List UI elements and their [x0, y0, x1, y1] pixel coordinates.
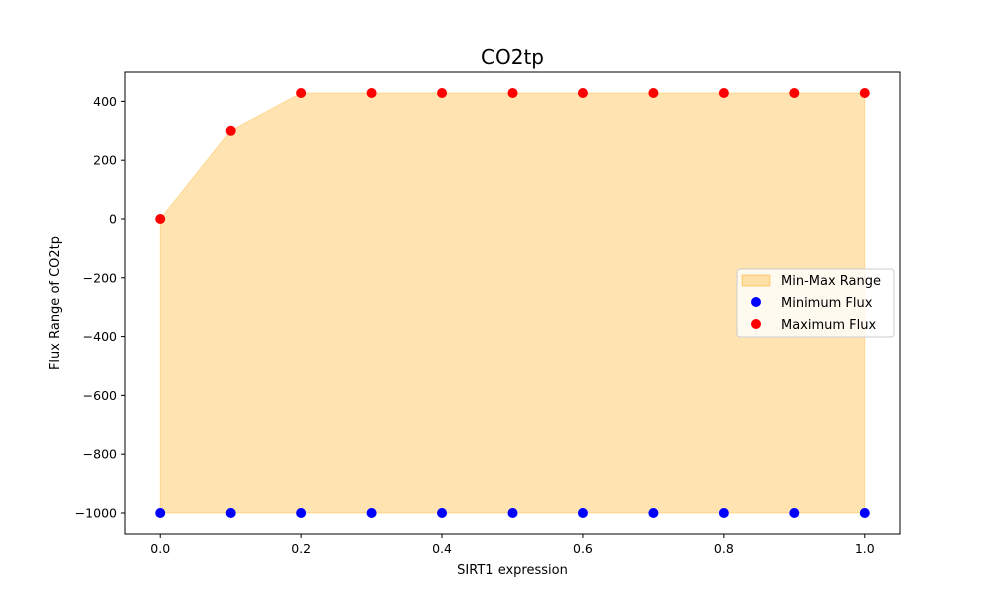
maximum-flux-series [155, 87, 870, 224]
maximum-flux-point [859, 87, 870, 98]
legend: Min-Max Range Minimum Flux Maximum Flux [736, 268, 895, 338]
y-tick-label: −800 [83, 447, 117, 462]
minimum-flux-point [789, 507, 800, 518]
y-tick-label: 400 [93, 94, 117, 109]
x-axis: 0.0 0.2 0.4 0.6 0.8 1.0 [150, 534, 875, 556]
legend-label-min-max-range: Min-Max Range [781, 274, 881, 289]
minimum-flux-point [507, 507, 518, 518]
y-axis: −1000 −800 −600 −400 −200 0 200 400 [75, 94, 125, 520]
minimum-flux-point [296, 507, 307, 518]
maximum-flux-point [155, 213, 166, 224]
x-tick-label: 0.0 [150, 541, 170, 556]
x-axis-label: SIRT1 expression [457, 563, 568, 578]
minimum-flux-point [155, 507, 166, 518]
y-tick-label: −600 [83, 388, 117, 403]
minimum-flux-point [437, 507, 448, 518]
maximum-flux-point [225, 125, 236, 136]
minimum-flux-point [718, 507, 729, 518]
maximum-flux-point [507, 87, 518, 98]
legend-swatch-min-max-range [741, 274, 771, 287]
maximum-flux-point [437, 87, 448, 98]
x-tick-label: 1.0 [855, 541, 875, 556]
y-tick-label: 0 [109, 211, 117, 226]
y-tick-label: −200 [83, 270, 117, 285]
legend-marker-maximum-flux [751, 319, 761, 329]
y-tick-label: 200 [93, 153, 117, 168]
minimum-flux-point [366, 507, 377, 518]
legend-label-maximum-flux: Maximum Flux [781, 318, 877, 333]
maximum-flux-point [789, 87, 800, 98]
minimum-flux-series [155, 507, 870, 518]
y-axis-label: Flux Range of CO2tp [48, 236, 63, 370]
maximum-flux-point [718, 87, 729, 98]
plot-frame [124, 71, 901, 535]
chart-title: CO2tp [481, 45, 544, 69]
minimum-flux-point [648, 507, 659, 518]
x-tick-label: 0.8 [714, 541, 734, 556]
maximum-flux-point [577, 87, 588, 98]
maximum-flux-point [296, 87, 307, 98]
minimum-flux-point [859, 507, 870, 518]
maximum-flux-point [648, 87, 659, 98]
x-tick-label: 0.2 [291, 541, 311, 556]
x-tick-label: 0.6 [573, 541, 593, 556]
minimum-flux-point [225, 507, 236, 518]
legend-marker-minimum-flux [751, 297, 761, 307]
maximum-flux-point [366, 87, 377, 98]
y-tick-label: −400 [83, 329, 117, 344]
legend-box [736, 268, 895, 338]
y-tick-label: −1000 [75, 505, 117, 520]
legend-label-minimum-flux: Minimum Flux [781, 296, 873, 311]
x-tick-label: 0.4 [432, 541, 452, 556]
plot-area [155, 87, 870, 518]
minimum-flux-point [577, 507, 588, 518]
